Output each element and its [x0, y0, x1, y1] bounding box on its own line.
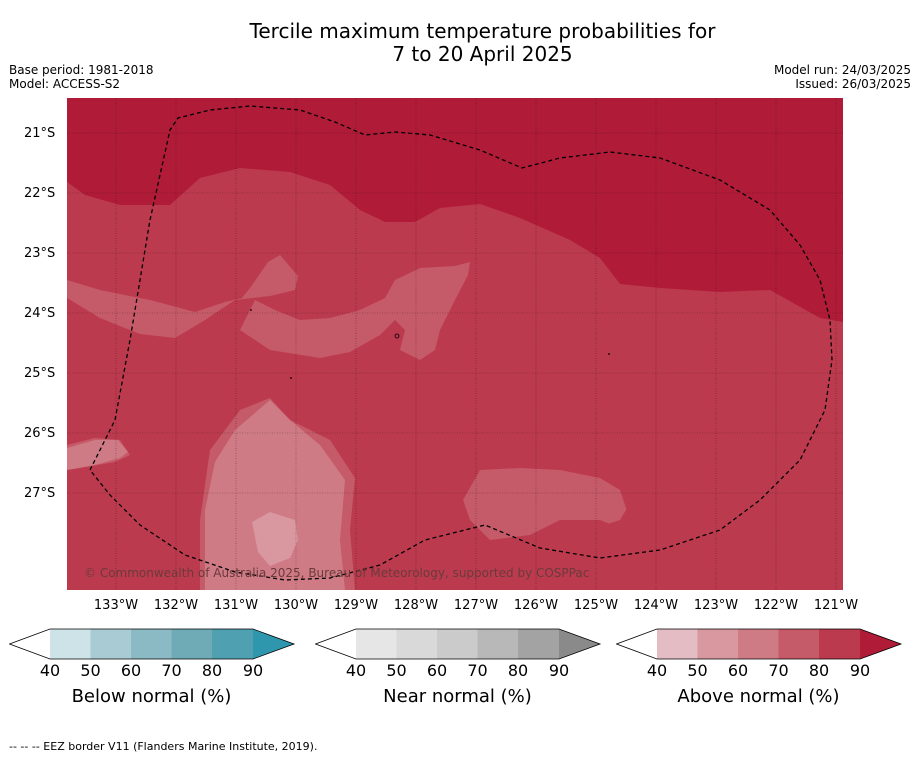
lat-label: 25°S — [24, 366, 56, 381]
chart-title: Tercile maximum temperature probabilitie… — [0, 20, 919, 66]
lon-label: 122°W — [753, 598, 799, 613]
cbar-swatch — [50, 629, 91, 659]
cbar-swatch — [559, 629, 600, 659]
cbar-outline — [616, 628, 903, 660]
cbar-tick: 40 — [646, 661, 668, 680]
meta-left: Base period: 1981-2018 Model: ACCESS-S2 — [9, 63, 154, 91]
region-80pct-southeast — [500, 432, 843, 590]
title-line-2: 7 to 20 April 2025 — [392, 42, 573, 66]
cbar-swatch — [778, 629, 819, 659]
lon-label: 130°W — [273, 598, 319, 613]
cbar-tick: 60 — [120, 661, 142, 680]
cbar-tick: 40 — [345, 661, 367, 680]
cbar-swatch — [9, 629, 50, 659]
model-run: Model run: 24/03/2025 — [773, 63, 911, 77]
cbar-tick: 50 — [80, 661, 101, 680]
lon-label: 132°W — [153, 598, 199, 613]
issued-date: Issued: 26/03/2025 — [795, 77, 911, 91]
cbar-swatch — [738, 629, 779, 659]
region-60pct-south — [205, 400, 345, 590]
cbar-swatch — [860, 629, 901, 659]
cbar-tick: 80 — [201, 661, 223, 680]
gridlines — [67, 98, 843, 590]
cbar-swatch — [212, 629, 253, 659]
colorbar-near-normal — [315, 628, 602, 660]
probability-map: © Commonwealth of Australia 2025, Bureau… — [67, 98, 843, 590]
colorbar-label-near: Near normal (%) — [383, 686, 532, 707]
cbar-swatch — [396, 629, 437, 659]
cbar-swatch — [437, 629, 478, 659]
cbar-tick: 70 — [161, 661, 182, 680]
region-50pct — [252, 512, 298, 566]
cbar-tick: 90 — [548, 661, 570, 680]
colorbar-above-normal — [616, 628, 903, 660]
island-marker — [394, 333, 400, 339]
cbar-swatch — [616, 629, 657, 659]
cbar-tick: 60 — [426, 661, 448, 680]
eez-border — [89, 105, 833, 581]
title-line-1: Tercile maximum temperature probabilitie… — [249, 19, 716, 43]
colorbar-label-below: Below normal (%) — [71, 686, 232, 707]
region-70pct-west — [67, 255, 298, 338]
lon-label: 126°W — [513, 598, 559, 613]
region-70pct-center — [240, 262, 470, 360]
cbar-swatch — [90, 629, 131, 659]
cbar-tick: 90 — [242, 661, 264, 680]
cbar-swatch — [518, 629, 559, 659]
copyright-credit: © Commonwealth of Australia 2025, Bureau… — [84, 566, 589, 580]
lon-label: 129°W — [333, 598, 379, 613]
cbar-outline — [9, 628, 296, 660]
lat-label: 24°S — [24, 306, 56, 321]
lon-label: 121°W — [813, 598, 859, 613]
eez-footnote: -- -- -- EEZ border V11 (Flanders Marine… — [9, 740, 318, 753]
map-shading — [67, 98, 843, 590]
cbar-swatch — [253, 629, 294, 659]
lat-label: 27°S — [24, 486, 56, 501]
cbar-swatch — [131, 629, 172, 659]
cbar-outline — [315, 628, 602, 660]
cbar-tick: 70 — [467, 661, 488, 680]
island-marker — [250, 309, 252, 311]
cbar-tick: 50 — [386, 661, 407, 680]
cbar-swatch — [171, 629, 212, 659]
island-marker — [290, 377, 292, 379]
cbar-swatch — [356, 629, 397, 659]
region-70pct-right — [463, 468, 630, 540]
island-marker — [608, 353, 610, 355]
base-period: Base period: 1981-2018 — [9, 63, 154, 77]
lon-label: 131°W — [213, 598, 259, 613]
cbar-tick: 90 — [849, 661, 871, 680]
meta-right: Model run: 24/03/2025 Issued: 26/03/2025 — [774, 63, 911, 91]
lat-label: 26°S — [24, 426, 56, 441]
cbar-tick: 60 — [727, 661, 749, 680]
cbar-swatch — [315, 629, 356, 659]
cbar-swatch — [697, 629, 738, 659]
colorbar-label-above: Above normal (%) — [677, 686, 840, 707]
lon-label: 125°W — [573, 598, 619, 613]
lat-label: 22°S — [24, 186, 56, 201]
lat-label: 21°S — [24, 126, 56, 141]
cbar-tick: 80 — [507, 661, 529, 680]
cbar-tick: 50 — [687, 661, 708, 680]
cbar-tick: 70 — [768, 661, 789, 680]
cbar-tick: 40 — [39, 661, 61, 680]
cbar-tick: 80 — [808, 661, 830, 680]
lon-label: 133°W — [93, 598, 139, 613]
region-90pct — [67, 98, 843, 322]
lat-label: 23°S — [24, 246, 56, 261]
lon-label: 128°W — [393, 598, 439, 613]
lon-label: 123°W — [693, 598, 739, 613]
colorbar-below-normal — [9, 628, 296, 660]
lon-label: 124°W — [633, 598, 679, 613]
cbar-swatch — [657, 629, 698, 659]
cbar-swatch — [819, 629, 860, 659]
model-name: Model: ACCESS-S2 — [9, 77, 121, 91]
cbar-swatch — [477, 629, 518, 659]
lon-label: 127°W — [453, 598, 499, 613]
